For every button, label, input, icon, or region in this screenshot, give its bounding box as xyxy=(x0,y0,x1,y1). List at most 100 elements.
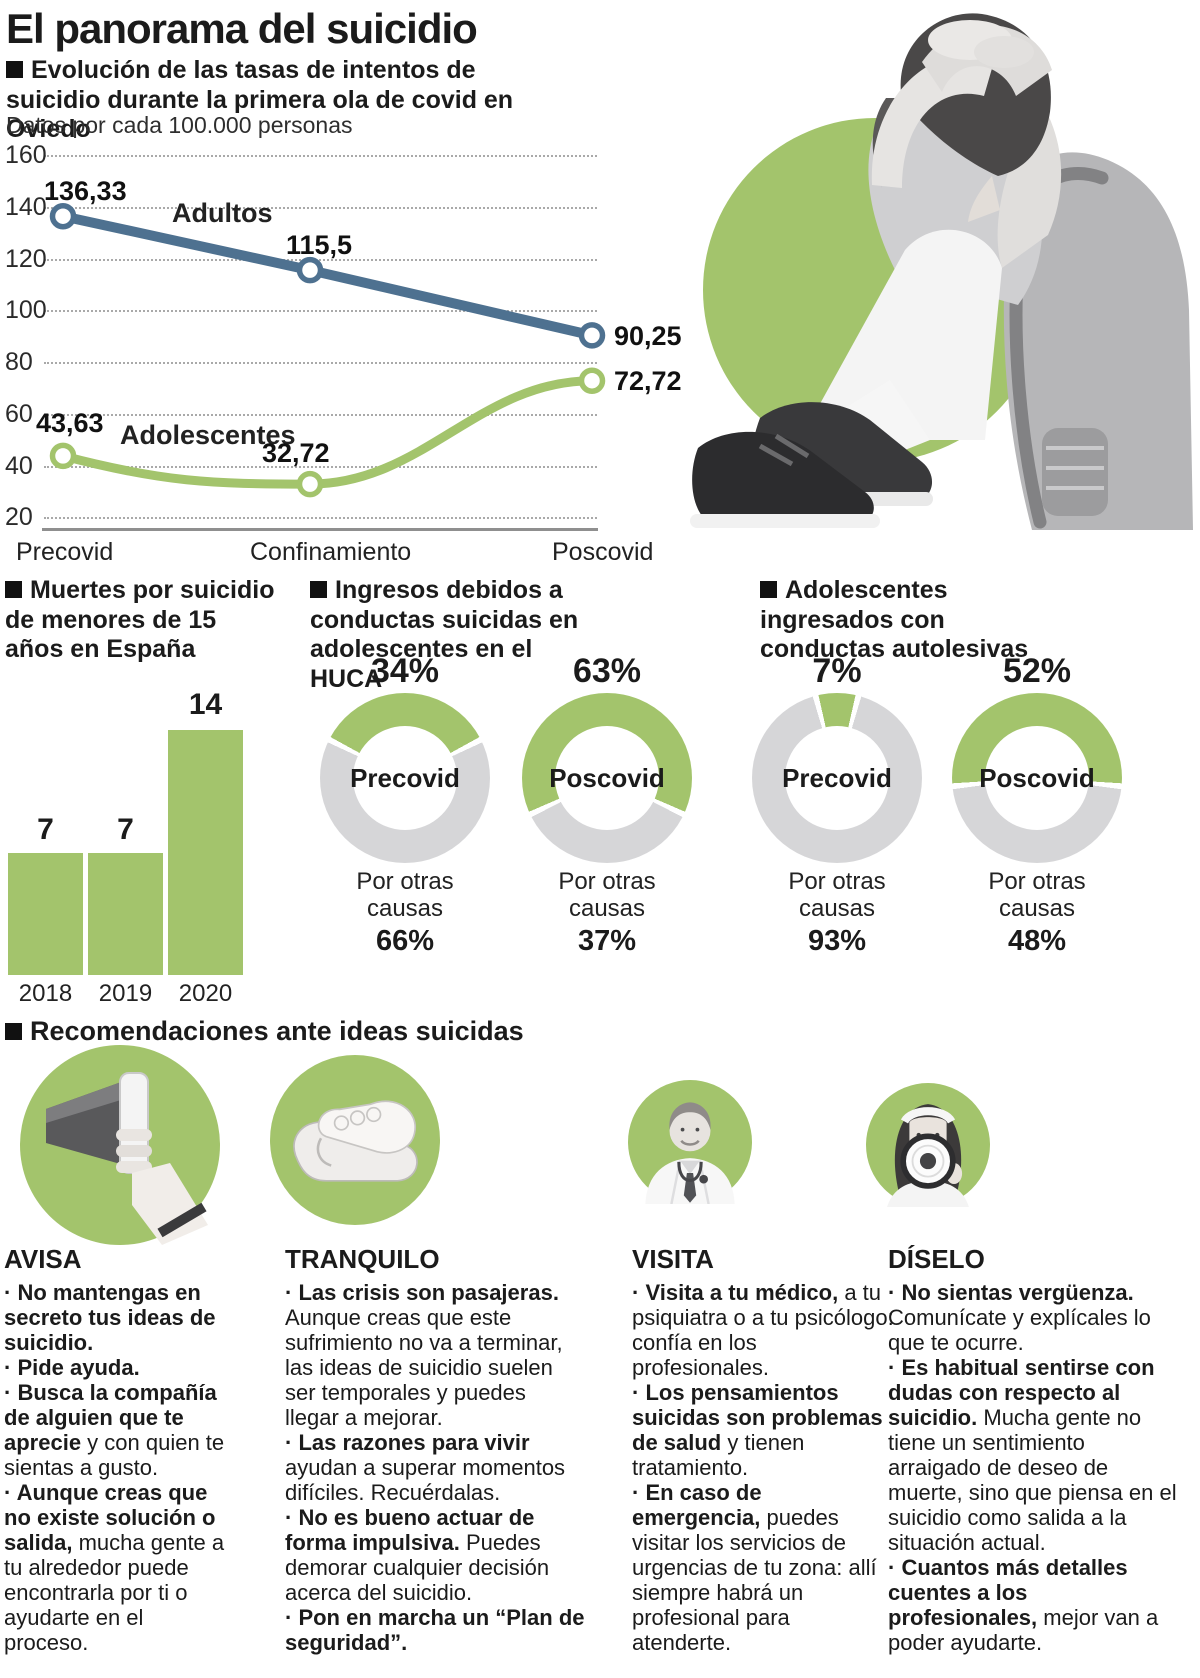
section-bullet-square xyxy=(5,1023,22,1040)
y-tick-label: 140 xyxy=(5,193,47,221)
donut-pct-label: 63% xyxy=(572,652,642,690)
value-label: 32,72 xyxy=(262,438,330,468)
x-tick-label: Poscovid xyxy=(552,538,654,566)
donut-pct-label: 7% xyxy=(812,652,862,690)
y-gridline xyxy=(44,155,597,157)
bar-value-label: 7 xyxy=(37,813,54,846)
donut-other-pct: 93% xyxy=(807,925,867,957)
bullet-item: · No sientas vergüenza. Comunícate y exp… xyxy=(888,1280,1151,1355)
value-label: 72,72 xyxy=(614,366,682,396)
section-bullet-square xyxy=(760,581,777,598)
value-label: 136,33 xyxy=(44,176,127,206)
bullet-item: · Busca la compañía de alguien que te ap… xyxy=(4,1380,225,1480)
backpack-graphic xyxy=(1003,152,1193,530)
y-gridline xyxy=(44,517,597,519)
doctor-icon xyxy=(628,1080,752,1204)
y-tick-label: 100 xyxy=(5,296,47,324)
series-label-adultos: Adultos xyxy=(172,198,273,228)
y-tick-label: 60 xyxy=(5,400,33,428)
column-visita: VISITA · Visita a tu médico, a tu psiqui… xyxy=(632,1244,894,1655)
section-bullet-square xyxy=(310,581,327,598)
bullet-item: · En caso de emergencia, puedes visitar … xyxy=(632,1480,877,1655)
column-heading: DÍSELO xyxy=(888,1244,985,1274)
data-point xyxy=(578,367,606,394)
y-gridline xyxy=(44,414,597,416)
y-gridline xyxy=(44,207,597,209)
column-heading: AVISA xyxy=(4,1244,82,1274)
bar-value-label: 7 xyxy=(117,813,134,846)
bar-chart-title: Muertes por suicidio de menores de 15 añ… xyxy=(5,576,275,663)
column-avisa: AVISA · No mantengas en secreto tus idea… xyxy=(4,1244,232,1655)
section-bullet-square xyxy=(6,61,23,78)
donut-center-label: Precovid xyxy=(350,762,460,793)
bullet-item: · Visita a tu médico, a tu psiquiatra o … xyxy=(632,1280,894,1380)
bar-2019 xyxy=(88,852,163,975)
bullet-item: · Cuantos más detalles cuentes a los pro… xyxy=(888,1555,1159,1655)
bullet-item: · No es bueno actuar de forma impulsiva.… xyxy=(285,1505,550,1605)
donut-other-pct: 48% xyxy=(1007,925,1067,957)
donut-precovid-autolesiones: Precovid xyxy=(752,693,922,863)
x-tick-label: Confinamiento xyxy=(250,538,412,566)
woman-megaphone-icon xyxy=(866,1083,990,1207)
bullet-item: · No mantengas en secreto tus ideas de s… xyxy=(4,1280,216,1355)
line-chart-title: Evolución de las tasas de intentos de su… xyxy=(6,56,514,143)
donut-center-label: Poscovid xyxy=(549,762,665,793)
value-label: 90,25 xyxy=(614,321,682,351)
section-bullet-square xyxy=(5,581,22,598)
bullet-item: · Las crisis son pasajeras. Aunque creas… xyxy=(285,1280,563,1430)
megaphone-icon xyxy=(20,1045,220,1245)
donut-other-label: Por otras causas xyxy=(356,868,454,923)
y-tick-label: 20 xyxy=(5,503,33,531)
donut-pct-label: 52% xyxy=(1002,652,1072,690)
bullet-item: · Pon en marcha un “Plan de seguridad”. xyxy=(285,1605,585,1655)
bar-value-label: 14 xyxy=(188,688,223,721)
y-tick-label: 160 xyxy=(5,141,47,169)
data-point xyxy=(296,256,324,284)
column-heading: VISITA xyxy=(632,1244,714,1274)
donut-group2-title: Adolescentes ingresados con conductas au… xyxy=(760,576,1029,663)
x-tick-label: Precovid xyxy=(16,538,114,566)
data-point xyxy=(49,442,77,470)
value-label: 43,63 xyxy=(36,408,104,438)
y-tick-label: 120 xyxy=(5,245,47,273)
y-gridline xyxy=(44,310,597,312)
donut-other-label: Por otras causas xyxy=(988,868,1086,923)
bullet-item: · Las razones para vivir ayudan a supera… xyxy=(285,1430,566,1505)
donut-poscovid-huca: Poscovid xyxy=(522,693,692,863)
donut-center-label: Precovid xyxy=(782,762,892,793)
donut-group1-title: Ingresos debidos a conductas suicidas en… xyxy=(310,576,579,693)
donut-other-label: Por otras causas xyxy=(788,868,886,923)
series-label-adolescentes: Adolescentes xyxy=(120,420,296,450)
column-heading: TRANQUILO xyxy=(285,1244,440,1274)
bullet-item: · Pide ayuda. xyxy=(4,1355,140,1380)
seated-person-graphic xyxy=(690,13,1062,528)
bar-2020 xyxy=(168,730,243,975)
donut-pct-label: 34% xyxy=(370,652,440,690)
bullet-item: · Aunque creas que no existe solución o … xyxy=(4,1480,225,1655)
clasped-hands-icon xyxy=(270,1055,440,1225)
y-tick-label: 80 xyxy=(5,348,33,376)
data-point xyxy=(296,470,324,498)
bar-category-label: 2020 xyxy=(178,980,233,1007)
donut-other-pct: 37% xyxy=(577,925,637,957)
donut-other-label: Por otras causas xyxy=(558,868,656,923)
x-axis-line xyxy=(42,528,598,531)
bullet-item: · Es habitual sentirse con dudas con res… xyxy=(888,1355,1177,1555)
data-point xyxy=(578,322,606,349)
bar-category-label: 2018 xyxy=(18,980,73,1007)
value-label: 115,5 xyxy=(286,230,353,260)
bullet-item: · Los pensamientos suicidas son problema… xyxy=(632,1380,883,1480)
page-title: El panorama del suicidio xyxy=(6,5,478,52)
chart-unit-note: Datos por cada 100.000 personas xyxy=(6,112,353,138)
donut-precovid-huca: Precovid xyxy=(320,693,490,863)
y-gridline xyxy=(44,362,597,364)
y-tick-label: 40 xyxy=(5,452,33,480)
recommendations-title: Recomendaciones ante ideas suicidas xyxy=(5,1016,705,1048)
depressed-teen-photo xyxy=(690,13,1193,530)
bar-2018 xyxy=(8,852,83,975)
column-diselo: DÍSELO · No sientas vergüenza. Comunícat… xyxy=(888,1244,1180,1655)
bar-category-label: 2019 xyxy=(98,980,153,1007)
donut-poscovid-autolesiones: Poscovid xyxy=(952,693,1122,863)
donut-center-label: Poscovid xyxy=(979,762,1095,793)
